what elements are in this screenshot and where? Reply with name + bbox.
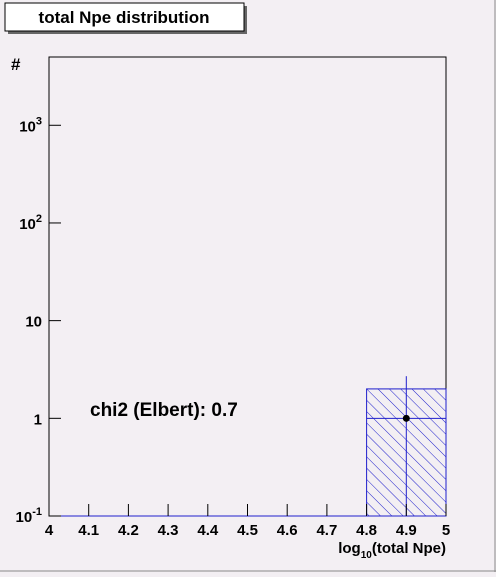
annotation: chi2 (Elbert): 0.7: [90, 400, 238, 421]
x-tick-label: 4.8: [356, 522, 377, 539]
x-tick-label: 4.6: [277, 522, 298, 539]
x-axis-label: log10(total Npe): [338, 540, 446, 561]
x-label-rest: (total Npe): [372, 540, 446, 557]
y-tick-label: 103: [19, 115, 42, 135]
y-tick-exponent: -1: [32, 506, 42, 518]
x-tick-label: 4: [45, 522, 54, 539]
x-label-sub: 10: [361, 550, 373, 561]
y-tick-label: 1: [34, 411, 42, 428]
x-tick-label: 4.7: [316, 522, 337, 539]
chart-title: total Npe distribution: [39, 8, 210, 27]
y-tick-label: 102: [19, 213, 42, 233]
x-tick-label: 5: [442, 522, 450, 539]
data-point: [402, 414, 410, 422]
x-label-base: log: [338, 540, 361, 557]
x-tick-label: 4.1: [78, 522, 99, 539]
y-tick-base: 10: [16, 509, 33, 526]
y-tick-label: 10: [25, 314, 42, 331]
y-axis-label: #: [11, 55, 21, 74]
y-tick-label: 10-1: [16, 506, 42, 526]
x-tick-label: 4.3: [158, 522, 179, 539]
y-tick-base: 10: [19, 118, 36, 135]
x-tick-label: 4.5: [237, 522, 258, 539]
y-tick-base: 10: [19, 216, 36, 233]
title-box: [4, 2, 245, 32]
x-tick-label: 4.9: [396, 522, 417, 539]
y-tick-exponent: 3: [36, 115, 42, 127]
x-tick-label: 4.2: [118, 522, 139, 539]
x-tick-label: 4.4: [197, 522, 219, 539]
y-tick-exponent: 2: [36, 213, 42, 225]
